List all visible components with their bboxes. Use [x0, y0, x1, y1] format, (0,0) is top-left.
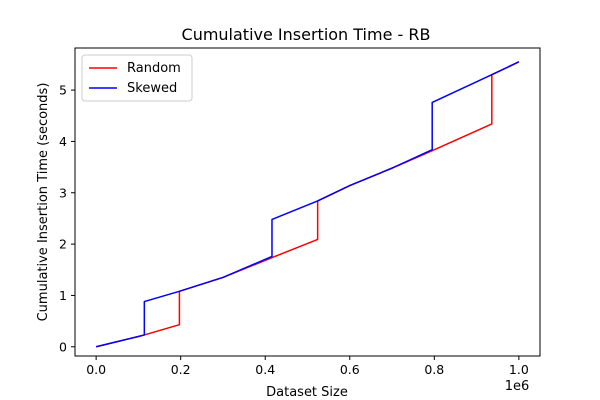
- chart-title: Cumulative Insertion Time - RB: [182, 25, 431, 44]
- x-tick-label: 0.6: [340, 362, 360, 377]
- x-tick-label: 0.4: [255, 362, 275, 377]
- y-axis-label: Cumulative Insertion Time (seconds): [36, 83, 51, 322]
- legend-box: [81, 54, 193, 102]
- x-tick-label: 0.2: [171, 362, 191, 377]
- y-tick-label: 1: [59, 288, 67, 303]
- x-tick-label: 1.0: [509, 362, 529, 377]
- x-tick-label: 0.0: [86, 362, 106, 377]
- x-axis-label: Dataset Size: [266, 385, 348, 400]
- x-axis-offset-label: 1e6: [505, 379, 530, 394]
- y-tick-label: 3: [59, 185, 67, 200]
- y-tick-label: 5: [59, 83, 67, 98]
- legend-label-random: Random: [127, 61, 181, 76]
- y-tick-label: 4: [59, 134, 67, 149]
- y-axis-ticks: 0 1 2 3 4 5: [59, 83, 75, 354]
- legend: Random Skewed: [81, 54, 193, 102]
- x-axis-ticks: 0.0 0.2 0.4 0.6 0.8 1.0: [86, 356, 529, 377]
- y-tick-label: 2: [59, 237, 67, 252]
- series-line-skewed: [95, 61, 520, 348]
- series-layer: [95, 61, 520, 348]
- legend-label-skewed: Skewed: [127, 81, 177, 96]
- y-tick-label: 0: [59, 339, 67, 354]
- x-tick-label: 0.8: [424, 362, 444, 377]
- plot-frame: [74, 47, 541, 357]
